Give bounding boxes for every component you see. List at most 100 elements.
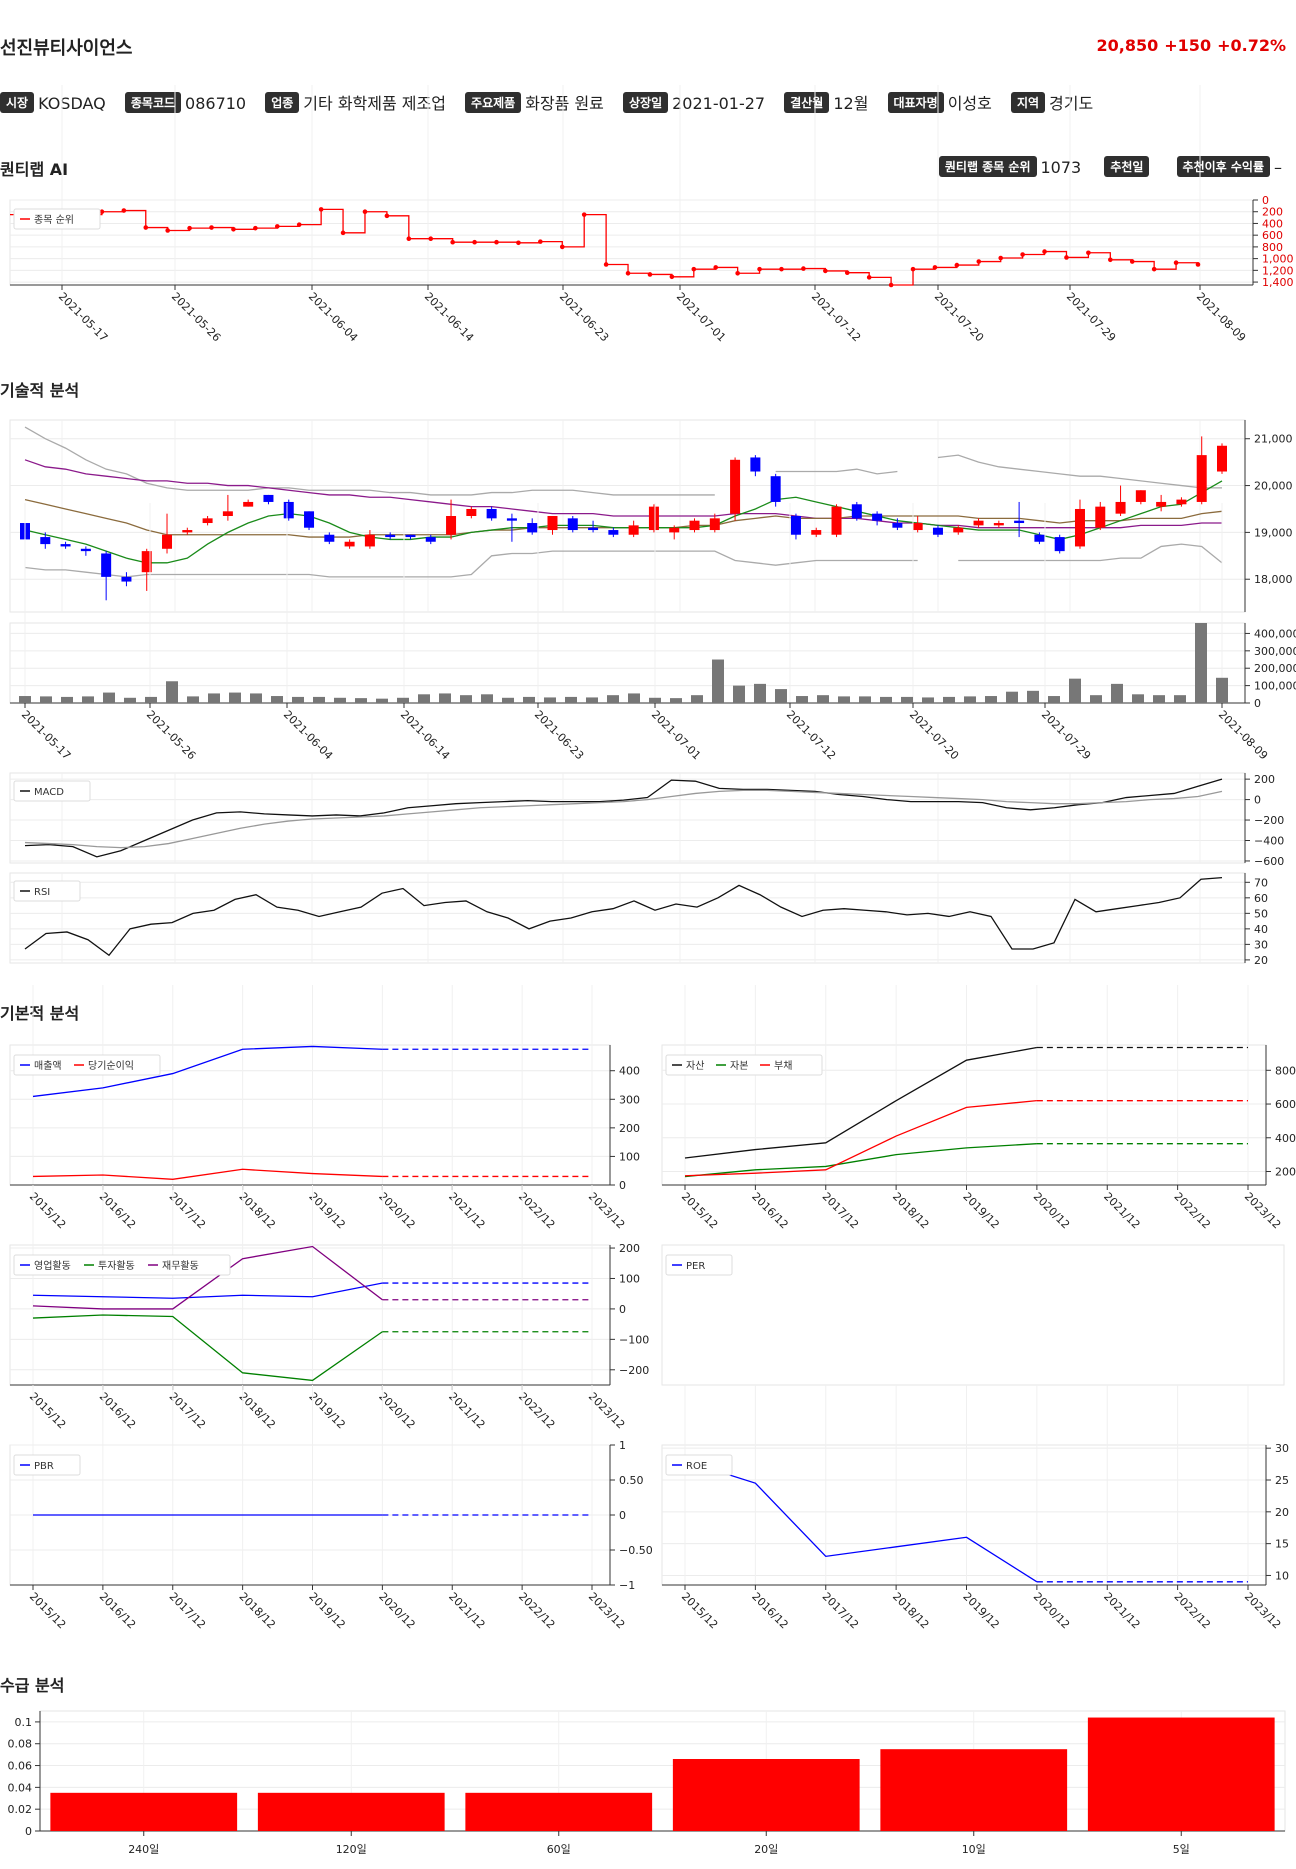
macd-line (24, 789, 1223, 849)
legend-label: RSI (34, 887, 50, 898)
x-tick-label: 2021-07-01 (649, 708, 703, 762)
candle-body (1156, 501, 1167, 507)
volume-bar (82, 696, 94, 703)
candle-body (101, 553, 112, 577)
legend-box (13, 208, 101, 230)
supply-bar (50, 1792, 238, 1831)
candle-body (222, 511, 233, 516)
candle-body (831, 506, 842, 535)
rank-point (296, 222, 302, 227)
volume-bar (1006, 691, 1018, 703)
y-tick-label: 200 (619, 1122, 640, 1135)
volume-chart[interactable]: 0 100,000 200,000 300,000 400,000 2021-05-17 2… (0, 503, 1296, 768)
roe-chart[interactable]: 30 25 20 15 10 2015/12 2016/12 2017/12 2018/12 20… (652, 1385, 1296, 1640)
macd-chart[interactable]: 200 0 −200 −400 −600 MACD (0, 768, 1296, 868)
y-tick-label: 400 (1275, 1132, 1296, 1145)
rank-point (187, 225, 192, 231)
rank-point (165, 228, 170, 233)
pbr-chart[interactable]: 1 0.50 0 −0.50 −1 2015/12 2016/12 2017/12 2018/1… (0, 1385, 653, 1640)
volume-bar (124, 697, 136, 703)
balance-series-line (684, 1100, 1037, 1177)
legend-label: 부채 (774, 1060, 792, 1072)
legend-label: 매출액 (34, 1060, 62, 1072)
candle-body (304, 511, 315, 528)
x-tick-label: 2021-07-12 (809, 290, 863, 344)
cashflow-series-line (32, 1245, 383, 1310)
legend-label: 당기순이익 (88, 1060, 134, 1072)
volume-bar (271, 696, 283, 703)
supply-chart[interactable]: 0 0.02 0.04 0.06 0.08 0.1 240일 120일 60일 20일 10일 5일 (0, 1706, 1296, 1869)
plot-area (9, 622, 1246, 704)
rank-point (143, 225, 149, 230)
y-tick-label: 100 (619, 1150, 640, 1163)
info-label-listing-date: 상장일 (623, 92, 669, 113)
section-title-supply: 수급 분석 (0, 1676, 65, 1695)
stock-name: 선진뷰티사이언스 (0, 38, 133, 59)
volume-bar (607, 695, 619, 703)
y-tick-label: 800 (1275, 1064, 1296, 1077)
volume-bar (901, 696, 913, 703)
volume-bar (1195, 623, 1207, 703)
info-label-fiscal-month: 결산월 (784, 92, 830, 113)
info-value-ceo: 이성호 (947, 94, 992, 113)
price-change: +150 (1164, 36, 1212, 55)
legend-box (13, 1454, 81, 1476)
y-tick-label: 100,000 (1254, 680, 1296, 693)
legend-label: 영업활동 (34, 1259, 71, 1272)
balance-sheet-chart[interactable]: 200 400 600 800 2015/12 2016/12 2017/12 2018/12… (652, 985, 1296, 1240)
volume-bar (775, 689, 787, 703)
x-tick-label: 2017/12 (820, 1590, 862, 1632)
price-candlestick-chart[interactable]: 18,000 19,000 20,000 21,000 (0, 415, 1296, 615)
legend-box (13, 880, 81, 902)
volume-bar (208, 693, 220, 703)
volume-bar (250, 693, 262, 703)
volume-bar (880, 696, 892, 703)
candle-body (385, 534, 396, 538)
y-tick-label: 25 (1275, 1474, 1289, 1487)
x-tick-label: 120일 (336, 1842, 367, 1856)
x-tick-label: 2022/12 (516, 1590, 558, 1632)
candle-body (283, 501, 294, 519)
rank-point (209, 225, 214, 230)
supply-bar (672, 1759, 860, 1831)
candle-body (121, 576, 132, 582)
x-tick-label: 5일 (1173, 1842, 1190, 1856)
rsi-chart[interactable]: 70 60 50 40 30 20 RSI (0, 868, 1296, 968)
candle-body (324, 534, 335, 542)
candle-body (80, 548, 91, 552)
rec-return-value: – (1274, 158, 1282, 177)
y-tick-label: 0.04 (8, 1781, 33, 1794)
rank-point (998, 255, 1004, 261)
y-tick-label: 0.06 (8, 1760, 33, 1773)
candle-body (344, 541, 355, 547)
rank-point (801, 266, 806, 271)
y-tick-label: 30 (1254, 938, 1268, 951)
y-tick-label: −1 (619, 1579, 635, 1592)
volume-bar (397, 697, 409, 703)
candle-body (527, 523, 538, 533)
y-tick-label: 200 (1254, 773, 1275, 786)
per-chart[interactable]: PER (652, 1240, 1296, 1440)
x-tick-label: 2019/12 (306, 1590, 348, 1632)
candle-body (60, 544, 71, 547)
volume-bar (313, 696, 325, 703)
volume-bar (922, 697, 934, 703)
volume-bar (733, 685, 745, 703)
info-value-code: 086710 (185, 94, 247, 113)
quant-rank-label: 퀀티랩 종목 순위 (938, 156, 1037, 177)
y-tick-label: −0.50 (619, 1544, 653, 1557)
volume-bar (586, 697, 598, 703)
balance-series-line (684, 1143, 1037, 1178)
bollinger-upper (937, 454, 1222, 489)
rank-point (1129, 259, 1135, 264)
current-price: 20,850 (1096, 36, 1159, 55)
x-tick-label: 2021-05-26 (144, 708, 198, 762)
info-value-product: 화장품 원료 (525, 94, 604, 113)
cashflow-series-line (32, 1314, 383, 1382)
x-tick-label: 2021-07-20 (907, 708, 961, 762)
candle-body (689, 520, 700, 531)
volume-bar (670, 698, 682, 703)
